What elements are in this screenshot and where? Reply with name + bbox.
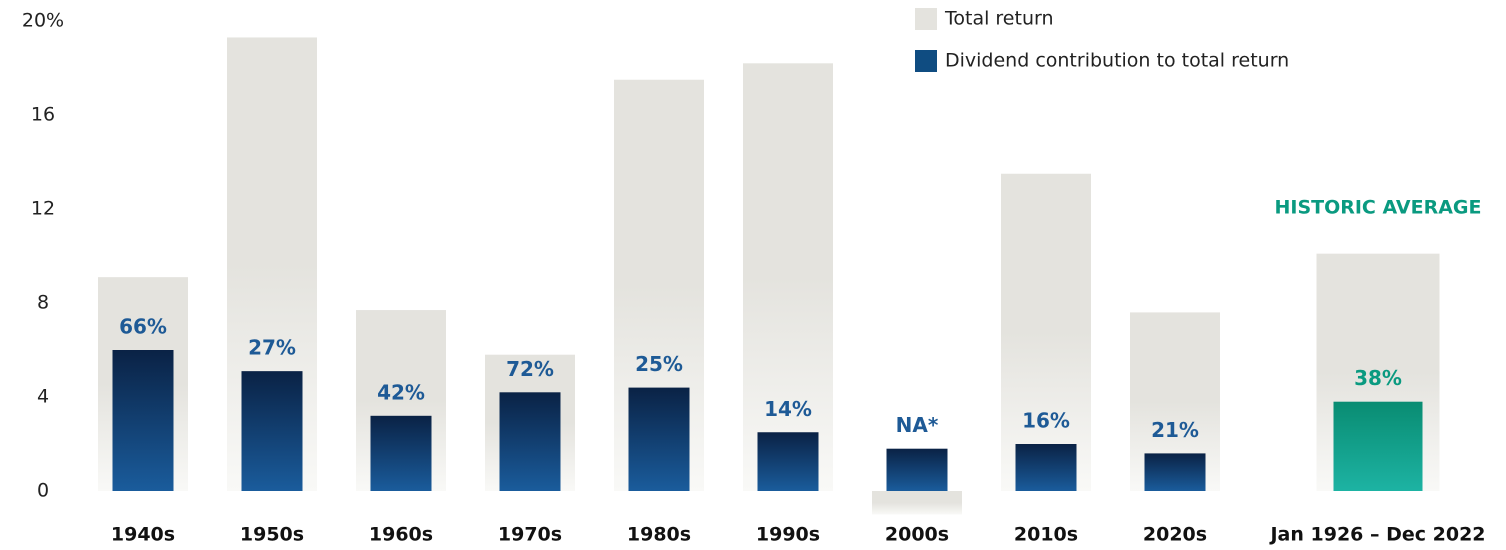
dividend-share-label: 25% bbox=[635, 352, 683, 376]
dividend-share-label: 16% bbox=[1022, 409, 1070, 433]
dividend-bar bbox=[499, 392, 561, 491]
x-tick-label: Jan 1926 – Dec 2022 bbox=[1268, 524, 1485, 546]
y-tick-label: 20% bbox=[22, 10, 64, 32]
dividend-bar bbox=[886, 448, 948, 491]
y-tick-label: 12 bbox=[31, 198, 55, 220]
dividend-bar bbox=[757, 432, 819, 491]
x-tick-label: 1940s bbox=[111, 524, 175, 546]
dividend-bar bbox=[1015, 444, 1077, 491]
x-tick-label: 2010s bbox=[1014, 524, 1078, 546]
highlight-label: HISTORIC AVERAGE bbox=[1274, 197, 1481, 219]
legend-swatch bbox=[915, 8, 937, 30]
dividend-bar bbox=[370, 415, 432, 491]
dividend-share-label: 72% bbox=[506, 357, 554, 381]
dividend-bar bbox=[628, 387, 690, 491]
legend-label: Total return bbox=[944, 8, 1054, 30]
total-return-bar bbox=[743, 63, 833, 492]
y-tick-label: 4 bbox=[37, 386, 49, 408]
x-tick-label: 1950s bbox=[240, 524, 304, 546]
dividend-share-label: 14% bbox=[764, 397, 812, 421]
y-tick-label: 0 bbox=[37, 480, 49, 502]
dividend-share-label: 42% bbox=[377, 380, 425, 404]
dividend-share-label: 27% bbox=[248, 336, 296, 360]
y-tick-label: 8 bbox=[37, 292, 49, 314]
y-tick-label: 16 bbox=[31, 104, 55, 126]
dividend-bar bbox=[112, 350, 174, 491]
dividend-bar bbox=[241, 371, 303, 491]
legend-swatch bbox=[915, 50, 937, 72]
x-tick-label: 1970s bbox=[498, 524, 562, 546]
x-tick-label: 1980s bbox=[627, 524, 691, 546]
x-tick-label: 2000s bbox=[885, 524, 949, 546]
x-tick-label: 1990s bbox=[756, 524, 820, 546]
total-return-bar bbox=[1001, 173, 1091, 491]
x-tick-label: 1960s bbox=[369, 524, 433, 546]
dividend-bar bbox=[1333, 401, 1423, 491]
x-tick-label: 2020s bbox=[1143, 524, 1207, 546]
total-return-bar bbox=[872, 491, 962, 515]
dividend-share-label: 38% bbox=[1354, 366, 1402, 390]
dividend-share-label: 21% bbox=[1151, 418, 1199, 442]
legend-label: Dividend contribution to total return bbox=[945, 50, 1289, 72]
dividend-share-label: NA* bbox=[896, 413, 939, 437]
dividend-bar bbox=[1144, 453, 1206, 491]
dividend-share-label: 66% bbox=[119, 315, 167, 339]
